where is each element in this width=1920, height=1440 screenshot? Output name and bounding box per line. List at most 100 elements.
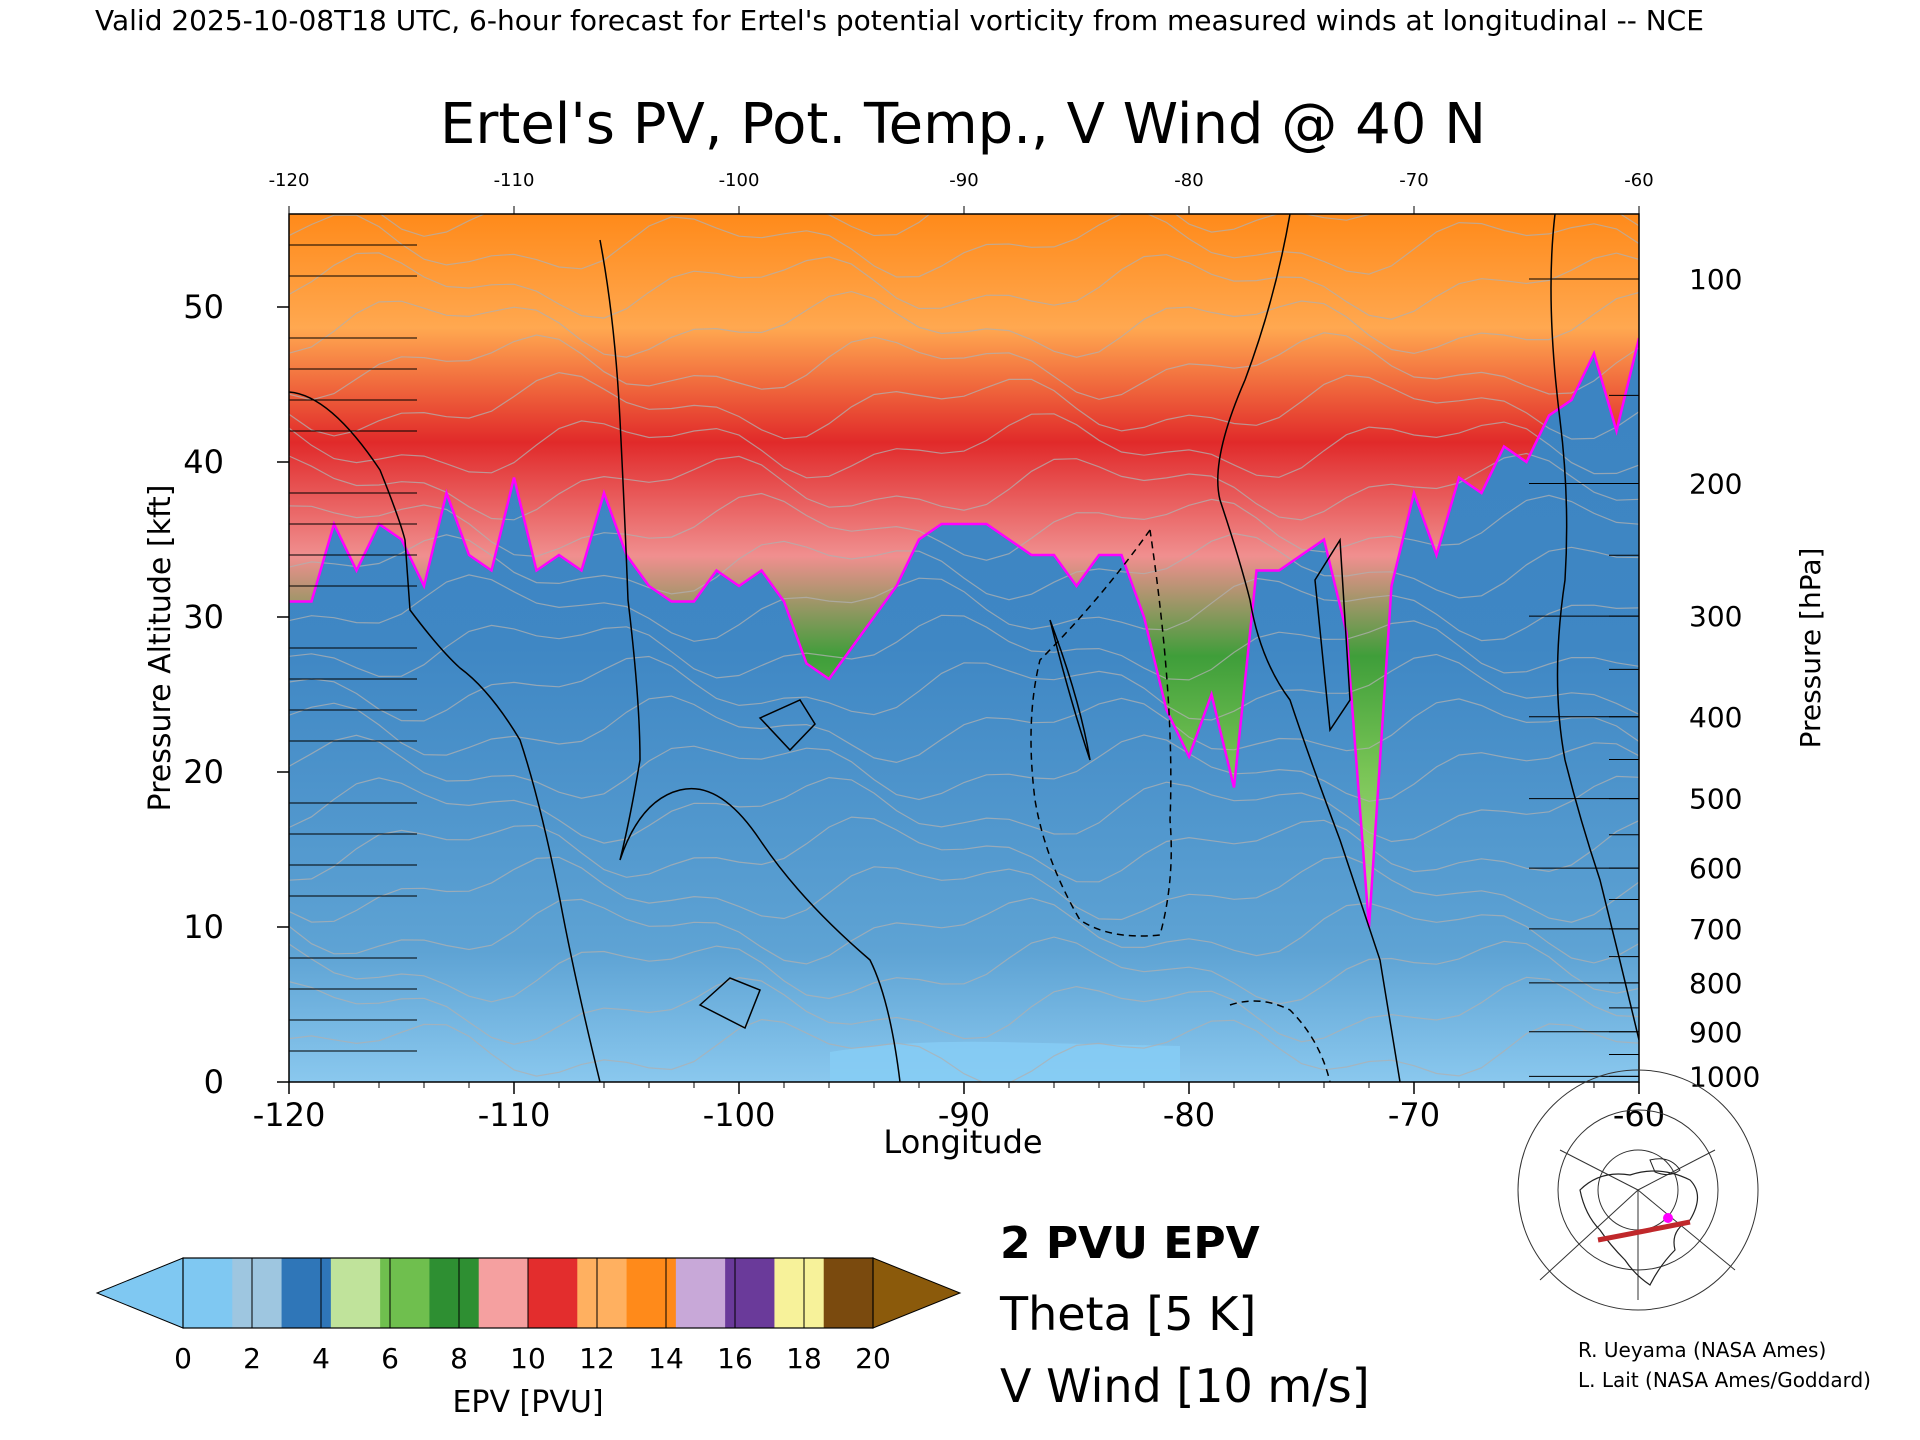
theta-contour xyxy=(289,855,1639,923)
theta-contour xyxy=(289,290,1639,358)
north-america-map-icon xyxy=(1517,1069,1759,1311)
colorbar-tick-label: 14 xyxy=(648,1342,684,1375)
pressure-tick-label: 800 xyxy=(1689,967,1742,1000)
y-tick-label: 10 xyxy=(183,908,224,946)
colorbar-tick-label: 6 xyxy=(381,1342,399,1375)
x-top-tick-label: -70 xyxy=(1399,170,1428,191)
colorbar-segment xyxy=(380,1258,430,1328)
v-wind-contour-small-3 xyxy=(1314,537,1351,733)
x-top-tick-label: -100 xyxy=(719,170,760,191)
theta-contour xyxy=(289,574,1639,642)
theta-contour xyxy=(289,816,1639,883)
x-tick-label: -70 xyxy=(1388,1096,1440,1134)
tropopause-2pvu-line xyxy=(289,337,1639,928)
colorbar-over-arrow xyxy=(872,1257,962,1329)
surface-light-band xyxy=(830,1041,1180,1082)
legend-2pvu: 2 PVU EPV xyxy=(1000,1218,1260,1269)
legend-v-wind: V Wind [10 m/s] xyxy=(1000,1359,1370,1413)
pressure-tick-label: 100 xyxy=(1689,263,1742,296)
x-axis-bottom: -120 -110 -100 -90 -80 -70 -60 xyxy=(253,1082,1665,1134)
theta-contour xyxy=(289,214,1639,278)
x-tick-label: -110 xyxy=(478,1096,551,1134)
pressure-tick-label: 200 xyxy=(1689,467,1742,500)
v-wind-contour-west xyxy=(289,391,601,1082)
v-wind-contour-small-1 xyxy=(758,699,816,752)
y2-axis-label: Pressure [hPa] xyxy=(1794,548,1827,749)
colorbar-tick-label: 16 xyxy=(717,1342,753,1375)
y-tick-label: 40 xyxy=(183,443,224,481)
colorbar-segment xyxy=(478,1258,529,1328)
epv-colorbar: 0 2 4 6 8 10 12 14 16 18 20 xyxy=(95,1257,962,1375)
theta-contour xyxy=(289,332,1639,401)
y-tick-label: 50 xyxy=(183,288,224,326)
x-top-tick-label: -120 xyxy=(269,170,310,191)
x-axis-label: Longitude xyxy=(883,1123,1042,1161)
theta-contour xyxy=(289,734,1639,802)
colorbar-tick-label: 18 xyxy=(786,1342,822,1375)
y-tick-label: 30 xyxy=(183,598,224,636)
colorbar-tick-label: 8 xyxy=(450,1342,468,1375)
colorbar-tick-label: 20 xyxy=(855,1342,891,1375)
colorbar-segment xyxy=(330,1258,381,1328)
theta-contour xyxy=(289,695,1639,764)
colorbar-tick-label: 12 xyxy=(579,1342,615,1375)
theta-contour xyxy=(289,653,1639,722)
colorbar-tick-label: 0 xyxy=(174,1342,192,1375)
x-top-tick-label: -80 xyxy=(1174,170,1203,191)
pressure-tick-label: 600 xyxy=(1689,852,1742,885)
v-wind-contour-small-2 xyxy=(698,977,761,1030)
colorbar-segment xyxy=(281,1258,332,1328)
pressure-tick-label: 900 xyxy=(1689,1016,1742,1049)
theta-contour xyxy=(289,1018,1639,1082)
v-wind-contour-negative-2 xyxy=(1229,1000,1331,1082)
theta-contour xyxy=(289,532,1639,601)
chart-title: Ertel's PV, Pot. Temp., V Wind @ 40 N xyxy=(440,92,1486,157)
plot-area xyxy=(288,213,1640,1083)
pressure-tick-label: 400 xyxy=(1689,701,1742,734)
colorbar-segment xyxy=(823,1258,874,1328)
theta-contour xyxy=(289,452,1639,521)
credit-line-1: R. Ueyama (NASA Ames) xyxy=(1578,1338,1826,1362)
theta-contour xyxy=(289,976,1639,1045)
theta-contour xyxy=(289,413,1639,479)
pressure-tick-label: 500 xyxy=(1689,783,1742,816)
v-wind-contours xyxy=(289,214,1639,1082)
colorbar-tick-label: 10 xyxy=(510,1342,546,1375)
x-top-tick-label: -60 xyxy=(1624,170,1653,191)
theta-contour xyxy=(289,897,1639,965)
v-wind-contour-east xyxy=(1217,214,1401,1082)
colorbar-segment xyxy=(675,1258,726,1328)
theta-contour xyxy=(289,492,1639,561)
valid-time-line: Valid 2025-10-08T18 UTC, 6-hour forecast… xyxy=(95,4,1704,37)
x-tick-label: -60 xyxy=(1613,1096,1665,1134)
colorbar-segment xyxy=(232,1258,283,1328)
pressure-tick-label: 300 xyxy=(1689,600,1742,633)
pressure-tick-label: 1000 xyxy=(1689,1060,1760,1093)
v-wind-contour-small-4 xyxy=(1049,619,1091,761)
colorbar-tick-label: 2 xyxy=(243,1342,261,1375)
credit-line-2: L. Lait (NASA Ames/Goddard) xyxy=(1578,1368,1871,1392)
theta-contour xyxy=(289,371,1639,440)
legend-theta: Theta [5 K] xyxy=(999,1287,1256,1341)
y-axis-left: 0 10 20 30 40 50 xyxy=(183,244,417,1101)
colorbar-segment xyxy=(725,1258,775,1328)
y-tick-label: 0 xyxy=(204,1063,224,1101)
y-axis-right: 100 200 300 400 500 600 700 800 900 1000 xyxy=(1529,263,1760,1093)
colorbar-frame xyxy=(182,1257,874,1329)
x-top-tick-label: -110 xyxy=(494,170,535,191)
colorbar-segment xyxy=(528,1258,578,1328)
pressure-tick-label: 700 xyxy=(1689,913,1742,946)
x-axis-top: -120 -110 -100 -90 -80 -70 -60 xyxy=(269,170,1654,214)
colorbar-segment xyxy=(183,1258,233,1328)
colorbar-label: EPV [PVU] xyxy=(452,1385,603,1420)
x-tick-label: -90 xyxy=(938,1096,990,1134)
colorbar-segment xyxy=(577,1258,628,1328)
x-tick-label: -100 xyxy=(703,1096,776,1134)
theta-contours xyxy=(289,214,1639,1082)
colorbar-segment xyxy=(429,1258,480,1328)
x-tick-label: -120 xyxy=(253,1096,326,1134)
x-top-tick-label: -90 xyxy=(949,170,978,191)
v-wind-contour-east-2 xyxy=(1550,214,1639,1041)
colorbar-segment xyxy=(626,1258,677,1328)
theta-contour xyxy=(289,252,1639,320)
